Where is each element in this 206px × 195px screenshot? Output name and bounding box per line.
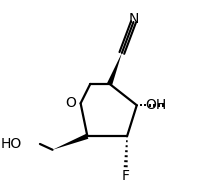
Text: O: O — [65, 96, 76, 110]
Text: F: F — [122, 169, 130, 183]
Text: OH: OH — [145, 98, 167, 112]
Text: HO: HO — [0, 137, 22, 151]
Polygon shape — [107, 53, 122, 85]
Text: N: N — [129, 12, 139, 26]
Polygon shape — [53, 134, 88, 150]
